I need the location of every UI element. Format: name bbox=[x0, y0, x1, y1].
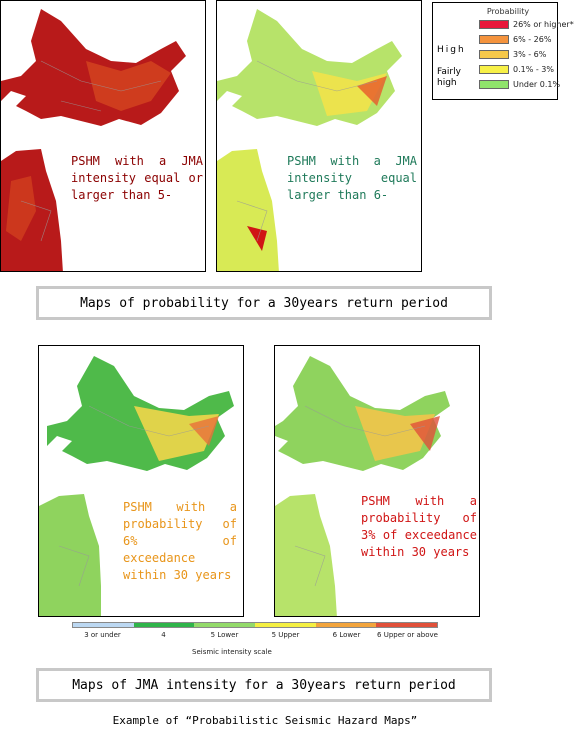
map-label: PSHM with a JMA intensity equal or large… bbox=[71, 154, 203, 202]
legend-swatch bbox=[479, 64, 509, 74]
map-image bbox=[275, 356, 450, 616]
scale-label: 3 or under bbox=[84, 631, 121, 639]
seismic-intensity-scale: 3 or under 4 5 Lower 5 Upper 6 Lower 6 U… bbox=[72, 622, 438, 662]
caption-probability-maps: Maps of probability for a 30years return… bbox=[36, 286, 492, 320]
scale-segment bbox=[73, 623, 134, 627]
scale-bar bbox=[72, 622, 438, 628]
scale-segment bbox=[255, 623, 316, 627]
scale-segment bbox=[133, 623, 195, 627]
legend-item: 26% or higher* bbox=[479, 19, 574, 29]
legend-item: Under 0.1% bbox=[479, 79, 560, 89]
scale-title: Seismic intensity scale bbox=[192, 648, 272, 656]
legend-item: 0.1% - 3% bbox=[479, 64, 554, 74]
legend-fairly-high-label: Fairly high bbox=[437, 67, 461, 88]
legend-item-label: 26% or higher* bbox=[513, 19, 574, 29]
scale-segment bbox=[315, 623, 377, 627]
scale-segment bbox=[194, 623, 256, 627]
caption-text: Maps of probability for a 30years return… bbox=[80, 295, 448, 311]
legend-swatch bbox=[479, 34, 509, 44]
legend-item-label: 6% - 26% bbox=[513, 34, 552, 44]
map-panel-intensity-6minus: PSHM with a JMA intensity equal larger t… bbox=[216, 0, 422, 272]
legend-high-label: High bbox=[437, 45, 466, 55]
legend-swatch bbox=[479, 49, 509, 59]
legend-swatch bbox=[479, 79, 509, 89]
legend-item: 6% - 26% bbox=[479, 34, 551, 44]
map-image bbox=[1, 9, 186, 271]
scale-segment bbox=[376, 623, 438, 627]
map-panel-3pct-exceedance: PSHM with a probability of 3% of exceeda… bbox=[274, 345, 480, 617]
caption-text: Maps of JMA intensity for a 30years retu… bbox=[72, 677, 456, 693]
probability-legend: Probability High Fairly high 26% or high… bbox=[432, 2, 574, 100]
legend-item: 3% - 6% bbox=[479, 49, 546, 59]
map-image bbox=[39, 356, 234, 616]
map-panel-intensity-5minus: PSHM with a JMA intensity equal or large… bbox=[0, 0, 206, 272]
map-panel-6pct-exceedance: PSHM with a probability of 6% of exceeda… bbox=[38, 345, 244, 617]
map-label: PSHM with a probability of 6% of exceeda… bbox=[123, 500, 237, 582]
map-label: PSHM with a probability of 3% of exceeda… bbox=[361, 494, 477, 559]
legend-swatch bbox=[479, 19, 509, 29]
map-image bbox=[217, 9, 402, 271]
scale-label: 6 Upper or above bbox=[377, 631, 438, 639]
legend-item-label: Under 0.1% bbox=[513, 79, 561, 89]
scale-label: 5 Upper bbox=[271, 631, 300, 639]
scale-label: 6 Lower bbox=[332, 631, 361, 639]
scale-label: 5 Lower bbox=[210, 631, 239, 639]
legend-item-label: 0.1% - 3% bbox=[513, 64, 554, 74]
caption-intensity-maps: Maps of JMA intensity for a 30years retu… bbox=[36, 668, 492, 702]
figure-caption: Example of “Probabilistic Seismic Hazard… bbox=[112, 714, 418, 727]
legend-item-label: 3% - 6% bbox=[513, 49, 547, 59]
map-label: PSHM with a JMA intensity equal larger t… bbox=[287, 154, 417, 202]
scale-label: 4 bbox=[161, 631, 166, 639]
legend-title: Probability bbox=[486, 7, 530, 16]
